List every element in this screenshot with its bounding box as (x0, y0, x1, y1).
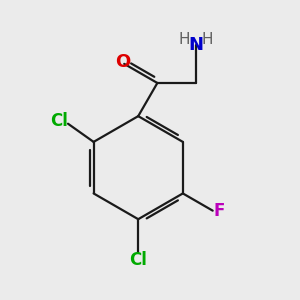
Text: F: F (214, 202, 225, 220)
Text: O: O (115, 53, 130, 71)
Text: H: H (201, 32, 213, 47)
Text: N: N (188, 36, 203, 54)
Text: Cl: Cl (50, 112, 68, 130)
Text: H: H (179, 32, 190, 47)
Text: Cl: Cl (129, 251, 147, 269)
